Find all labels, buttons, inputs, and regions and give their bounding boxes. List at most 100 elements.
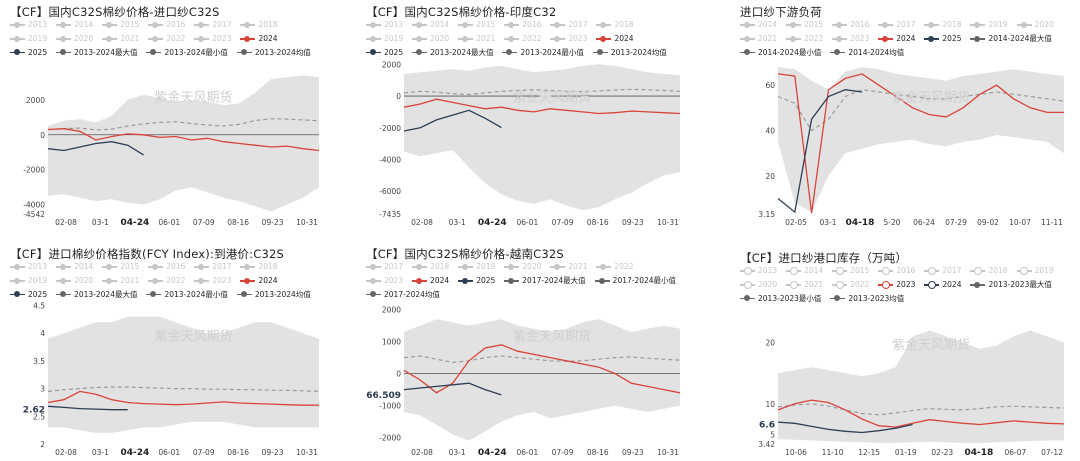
legend-item-2023[interactable]: 2023 [878, 279, 915, 291]
legend-item-2017[interactable]: 2017 [366, 261, 403, 273]
legend-item-2020[interactable]: 2020 [56, 275, 93, 287]
legend-item-2013-2024min[interactable]: 2013-2024最小值 [146, 289, 228, 301]
legend-label: 2022 [850, 279, 870, 289]
legend-item-2013[interactable]: 2013 [740, 265, 777, 277]
legend-item-2015[interactable]: 2015 [832, 265, 869, 277]
legend-item-2018[interactable]: 2018 [970, 265, 1008, 277]
legend-marker-icon [366, 34, 381, 43]
legend-item-2013-2024avg[interactable]: 2013-2024均值 [236, 289, 311, 301]
legend-item-2017[interactable]: 2017 [924, 265, 961, 277]
legend-item-2021[interactable]: 2021 [786, 279, 823, 291]
legend-item-2017-2024max[interactable]: 2017-2024最大值 [504, 275, 586, 287]
legend-item-2018[interactable]: 2018 [596, 19, 634, 31]
legend-item-2014[interactable]: 2014 [56, 19, 93, 31]
legend-item-2019[interactable]: 2019 [10, 33, 47, 45]
legend-item-2014-2024max[interactable]: 2014-2024最大值 [970, 33, 1052, 45]
legend-item-2022[interactable]: 2022 [148, 275, 185, 287]
legend-item-2017[interactable]: 2017 [550, 19, 587, 31]
legend-item-2025[interactable]: 2025 [10, 289, 47, 301]
legend-item-2024[interactable]: 2024 [878, 33, 915, 45]
legend-item-2014[interactable]: 2014 [786, 265, 823, 277]
legend-item-2020[interactable]: 2020 [504, 261, 541, 273]
legend-item-2020[interactable]: 2020 [412, 33, 449, 45]
legend-item-2013-2023avg[interactable]: 2013-2023均值 [830, 293, 904, 305]
legend-item-2015[interactable]: 2015 [102, 19, 139, 31]
legend-item-2017[interactable]: 2017 [194, 19, 231, 31]
legend-label: 2018 [258, 262, 278, 271]
legend-item-2013[interactable]: 2013 [10, 261, 47, 273]
legend-item-2013-2024max[interactable]: 2013-2024最大值 [412, 47, 493, 59]
legend-item-2025[interactable]: 2025 [366, 47, 403, 59]
legend-item-2024[interactable]: 2024 [596, 33, 634, 45]
legend-item-2025[interactable]: 2025 [924, 33, 961, 45]
legend-item-2022[interactable]: 2022 [832, 279, 869, 291]
legend-item-2018[interactable]: 2018 [240, 19, 278, 31]
legend-item-2020[interactable]: 2020 [56, 33, 93, 45]
legend-item-2024[interactable]: 2024 [924, 279, 961, 291]
legend-item-2018[interactable]: 2018 [240, 261, 278, 273]
watermark: 紫金天风期货 [154, 328, 232, 344]
legend-item-2025[interactable]: 2025 [458, 275, 495, 287]
legend-item-2024[interactable]: 2024 [240, 33, 278, 45]
legend-item-2015[interactable]: 2015 [102, 261, 139, 273]
legend-item-2019[interactable]: 2019 [366, 33, 403, 45]
legend-item-2016[interactable]: 2016 [832, 19, 869, 31]
legend-item-2021[interactable]: 2021 [740, 33, 777, 45]
legend-item-2013-2024min[interactable]: 2013-2024最小值 [146, 47, 228, 59]
legend-item-2021[interactable]: 2021 [458, 33, 495, 45]
legend-item-2022[interactable]: 2022 [504, 33, 541, 45]
legend-item-2021[interactable]: 2021 [102, 275, 139, 287]
legend-item-2013-2023max[interactable]: 2013-2023最大值 [970, 279, 1052, 291]
x-tick-label: 11-11 [1041, 218, 1063, 227]
legend-item-2024[interactable]: 2024 [412, 275, 449, 287]
legend-item-2017[interactable]: 2017 [194, 261, 231, 273]
legend-item-2015[interactable]: 2015 [786, 19, 823, 31]
legend-item-2013-2024max[interactable]: 2013-2024最大值 [56, 47, 137, 59]
legend-item-2023[interactable]: 2023 [832, 33, 869, 45]
legend-item-2023[interactable]: 2023 [550, 33, 587, 45]
legend-item-2019[interactable]: 2019 [458, 261, 495, 273]
legend-item-2016[interactable]: 2016 [148, 19, 185, 31]
legend-item-2014-2024avg[interactable]: 2014-2024均值 [830, 47, 904, 59]
legend-item-2019[interactable]: 2019 [970, 19, 1008, 31]
legend-item-2016[interactable]: 2016 [504, 19, 541, 31]
x-tick-label: 09-23 [262, 218, 284, 227]
legend-item-2021[interactable]: 2021 [102, 33, 139, 45]
legend-item-2017[interactable]: 2017 [878, 19, 915, 31]
legend-item-2020[interactable]: 2020 [1016, 19, 1054, 31]
legend-item-2025[interactable]: 2025 [10, 47, 47, 59]
legend-item-2013-2023min[interactable]: 2013-2023最小值 [740, 293, 821, 305]
legend-item-2019[interactable]: 2019 [10, 275, 47, 287]
legend-item-2022[interactable]: 2022 [596, 261, 634, 273]
legend-item-2014[interactable]: 2014 [412, 19, 449, 31]
legend-item-2016[interactable]: 2016 [878, 265, 915, 277]
legend-marker-icon [148, 34, 164, 43]
legend-item-2014-2024min[interactable]: 2014-2024最小值 [740, 47, 821, 59]
legend-item-2013-2024min[interactable]: 2013-2024最小值 [502, 47, 584, 59]
legend-item-2023[interactable]: 2023 [194, 33, 231, 45]
legend-item-2021[interactable]: 2021 [550, 261, 587, 273]
legend-item-2019[interactable]: 2019 [1016, 265, 1054, 277]
legend-item-2020[interactable]: 2020 [740, 279, 777, 291]
legend-item-2016[interactable]: 2016 [148, 261, 185, 273]
legend-item-2023[interactable]: 2023 [366, 275, 403, 287]
legend-item-2013-2024avg[interactable]: 2013-2024均值 [592, 47, 667, 59]
legend-item-2022[interactable]: 2022 [786, 33, 823, 45]
legend-item-2017-2024min[interactable]: 2017-2024最小值 [594, 275, 676, 287]
legend-item-2017-2024avg[interactable]: 2017-2024均值 [366, 289, 440, 301]
legend-item-2022[interactable]: 2022 [148, 33, 185, 45]
legend-item-2015[interactable]: 2015 [458, 19, 495, 31]
legend-item-2014[interactable]: 2014 [740, 19, 777, 31]
legend-item-2023[interactable]: 2023 [194, 275, 231, 287]
legend-item-2013-2024avg[interactable]: 2013-2024均值 [236, 47, 311, 59]
legend-item-2013[interactable]: 2013 [10, 19, 47, 31]
legend-label: 2013-2023最小值 [758, 293, 822, 303]
legend-item-2013[interactable]: 2013 [366, 19, 403, 31]
legend-item-2013-2024max[interactable]: 2013-2024最大值 [56, 289, 137, 301]
legend-item-2018[interactable]: 2018 [924, 19, 961, 31]
legend-item-2024[interactable]: 2024 [240, 275, 278, 287]
legend-item-2018[interactable]: 2018 [412, 261, 449, 273]
y-tick-label: 20 [765, 172, 775, 181]
legend-item-2014[interactable]: 2014 [56, 261, 93, 273]
average-line [47, 118, 320, 131]
